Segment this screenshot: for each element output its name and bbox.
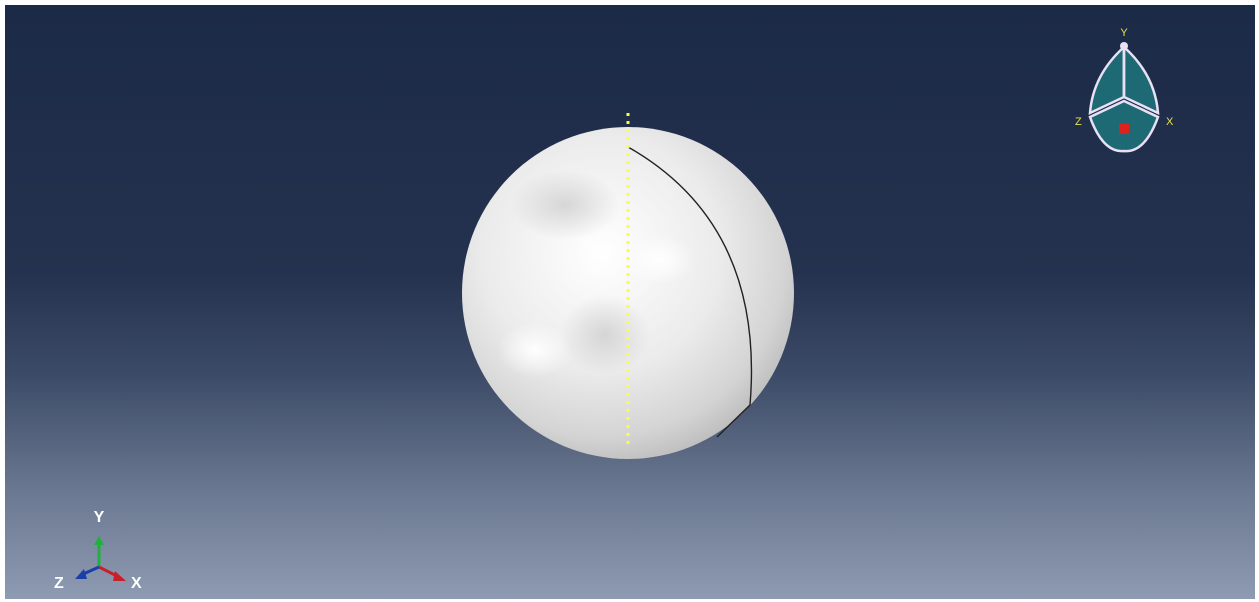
view-cube-left-face[interactable] <box>1088 44 1126 116</box>
sphere-part[interactable] <box>462 127 794 459</box>
view-cube-x-label: X <box>1166 116 1174 128</box>
triad-z-arrow <box>75 569 87 579</box>
view-cube[interactable]: Y X Z <box>1075 27 1174 153</box>
sphere-shading <box>510 170 620 240</box>
sphere-highlight <box>625 235 695 285</box>
view-cube-y-label: Y <box>1120 27 1128 39</box>
view-cube-center-marker[interactable] <box>1119 124 1129 134</box>
partition-edge[interactable] <box>627 146 753 438</box>
triad-y-arrow <box>94 536 104 545</box>
view-cube-z-label: Z <box>1075 116 1082 128</box>
view-cube-y-handle[interactable] <box>1120 42 1128 50</box>
triad-x-label: X <box>131 575 142 592</box>
triad-y-label: Y <box>94 509 105 526</box>
coordinate-triad: Y X Z <box>54 509 142 592</box>
view-cube-right-face[interactable] <box>1122 44 1160 116</box>
triad-z-label: Z <box>54 575 64 592</box>
sphere-shading <box>560 295 650 375</box>
viewport-canvas[interactable]: Y X Z Y X Z <box>5 5 1255 599</box>
triad-x-arrow <box>113 571 126 581</box>
3d-viewport[interactable]: Y X Z Y X Z <box>5 5 1255 599</box>
sphere-highlight <box>497 322 573 378</box>
